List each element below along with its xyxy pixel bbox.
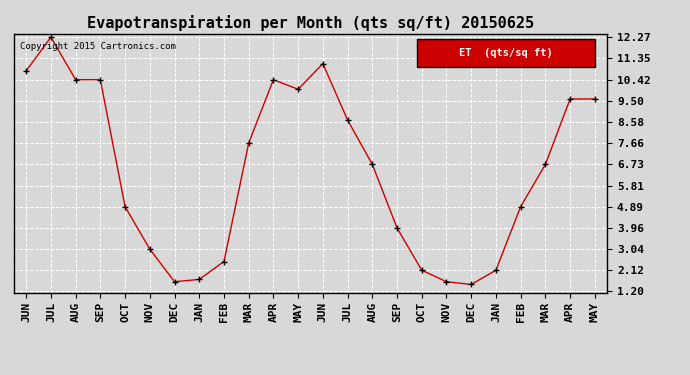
Title: Evapotranspiration per Month (qts sq/ft) 20150625: Evapotranspiration per Month (qts sq/ft)… <box>87 15 534 31</box>
Text: Copyright 2015 Cartronics.com: Copyright 2015 Cartronics.com <box>20 42 176 51</box>
FancyBboxPatch shape <box>417 39 595 68</box>
Text: ET  (qts/sq ft): ET (qts/sq ft) <box>460 48 553 58</box>
